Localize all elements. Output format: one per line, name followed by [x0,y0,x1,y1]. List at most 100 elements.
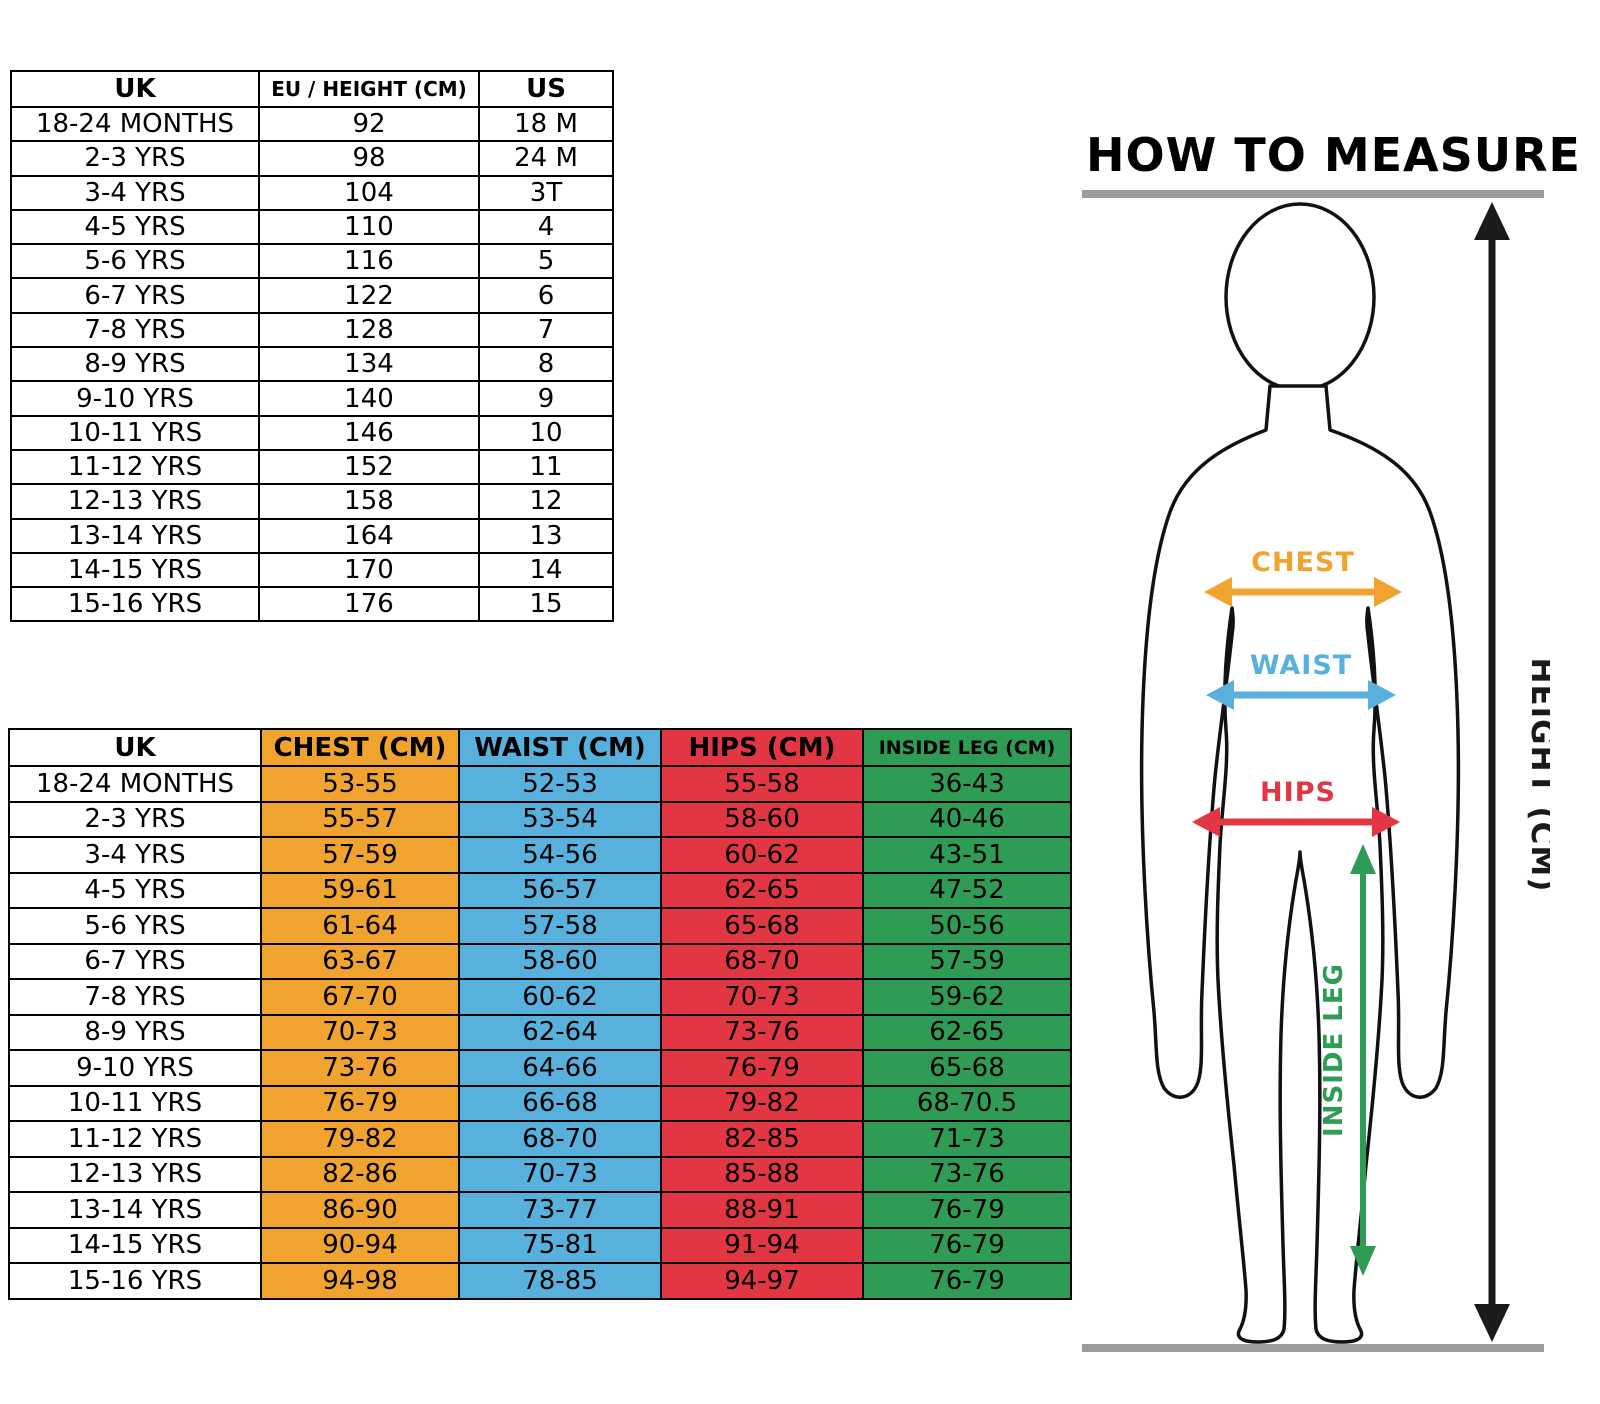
height-arrowhead-bottom [1474,1304,1510,1342]
table-cell: 122 [258,277,480,314]
table-cell: 5-6 YRS [8,907,262,945]
table-cell: 116 [258,243,480,280]
table-row: 9-10 YRS 140 9 [10,380,614,417]
table-cell: 50-56 [862,907,1072,945]
table-cell: 8-9 YRS [10,346,260,383]
table-cell: 104 [258,174,480,211]
table-cell: 61-64 [260,907,460,945]
waist-label: WAIST [1250,650,1352,681]
table-cell: 79-82 [660,1084,864,1122]
table-cell: 57-59 [862,942,1072,980]
table-cell: 43-51 [862,836,1072,874]
table-cell: 5-6 YRS [10,243,260,280]
how-to-measure-title: HOW TO MEASURE [1086,128,1581,182]
table-cell: 76-79 [260,1084,460,1122]
table-cell: 58-60 [458,942,662,980]
table-cell: 53-54 [458,800,662,838]
table-cell: 14-15 YRS [8,1226,262,1264]
chest-measure-indicator: CHEST [1204,547,1402,607]
table-cell: 64-66 [458,1049,662,1087]
table-cell: 5 [478,243,614,280]
bottom-rule [1082,1344,1544,1352]
table-row: 13-14 YRS 86-90 73-77 88-91 76-79 [8,1191,1072,1229]
table-header: UK CHEST (CM) WAIST (CM) HIPS (CM) INSIDE LE… [8,728,1072,767]
table-cell: 62-65 [660,871,864,909]
inside-leg-arrowhead-bottom [1350,1246,1376,1276]
table-row: 15-16 YRS 94-98 78-85 94-97 76-79 [8,1262,1072,1300]
table-row: 4-5 YRS 59-61 56-57 62-65 47-52 [8,871,1072,909]
table-cell: 76-79 [862,1191,1072,1229]
table-row: 8-9 YRS 134 8 [10,346,614,383]
table-cell: 13 [478,517,614,554]
height-measure-indicator: HEIGHT (CM) [1474,202,1550,1342]
table-row: 3-4 YRS 104 3T [10,174,614,211]
table-cell: 73-76 [862,1155,1072,1193]
hips-arrowhead-left [1192,807,1220,837]
table-cell: 73-76 [660,1013,864,1051]
table-cell: 79-82 [260,1120,460,1158]
table-cell: 8-9 YRS [8,1013,262,1051]
table-row: 7-8 YRS 67-70 60-62 70-73 59-62 [8,978,1072,1016]
table-row: 12-13 YRS 158 12 [10,483,614,520]
table-cell: 75-81 [458,1226,662,1264]
table-row: 2-3 YRS 98 24 M [10,140,614,177]
table-cell: 11 [478,448,614,486]
table-row: 14-15 YRS 170 14 [10,551,614,589]
inside-leg-measure-indicator: INSIDE LEG [1319,844,1376,1276]
table-row: 10-11 YRS 76-79 66-68 79-82 68-70.5 [8,1084,1072,1122]
table-row: 14-15 YRS 90-94 75-81 91-94 76-79 [8,1226,1072,1264]
table-cell: 98 [258,140,480,177]
body-outline-figure [1139,202,1461,1344]
table-cell: 40-46 [862,800,1072,838]
table-cell: 2-3 YRS [10,140,260,177]
table-cell: 12 [478,483,614,520]
chest-arrowhead-right [1374,577,1402,607]
table-row: 13-14 YRS 164 13 [10,517,614,554]
table-cell: 54-56 [458,836,662,874]
table-cell: 12-13 YRS [10,483,260,520]
table-cell: 73-76 [260,1049,460,1087]
table-cell: 18-24 MONTHS [8,765,262,803]
table-cell: 7-8 YRS [8,978,262,1016]
table-row: 8-9 YRS 70-73 62-64 73-76 62-65 [8,1013,1072,1051]
table-cell: 15-16 YRS [10,586,260,623]
table-cell: 36-43 [862,765,1072,803]
table-cell: 4 [478,208,614,246]
table-cell: 57-59 [260,836,460,874]
table-row: 6-7 YRS 63-67 58-60 68-70 57-59 [8,942,1072,980]
table-cell: 8 [478,346,614,383]
inside-leg-label: INSIDE LEG [1319,963,1349,1137]
table-cell: 91-94 [660,1226,864,1264]
table-cell: 59-62 [862,978,1072,1016]
column-header: WAIST (CM) [458,728,662,767]
waist-arrowhead-right [1368,680,1396,710]
table-cell: 134 [258,346,480,383]
top-rule [1082,190,1544,198]
table-cell: 76-79 [660,1049,864,1087]
table-row: 10-11 YRS 146 10 [10,414,614,451]
table-cell: 176 [258,586,480,623]
waist-arrowhead-left [1206,680,1234,710]
hips-label: HIPS [1260,777,1336,808]
waist-measure-indicator: WAIST [1206,650,1396,710]
table-header: UK EU / HEIGHT (CM) US [10,70,614,108]
body-outline [1139,384,1461,1344]
table-cell: 6-7 YRS [10,277,260,314]
table-cell: 70-73 [458,1155,662,1193]
table-cell: 13-14 YRS [10,517,260,554]
inside-leg-arrowhead-top [1350,844,1376,874]
table-cell: 94-98 [260,1262,460,1300]
table-cell: 158 [258,483,480,520]
table-cell: 152 [258,448,480,486]
table-cell: 4-5 YRS [10,208,260,246]
table-cell: 4-5 YRS [8,871,262,909]
table-cell: 53-55 [260,765,460,803]
table-cell: 71-73 [862,1120,1072,1158]
table-cell: 55-57 [260,800,460,838]
table-cell: 68-70 [458,1120,662,1158]
height-arrowhead-top [1474,202,1510,240]
hips-measure-indicator: HIPS [1192,777,1400,837]
table-cell: 88-91 [660,1191,864,1229]
table-cell: 62-65 [862,1013,1072,1051]
